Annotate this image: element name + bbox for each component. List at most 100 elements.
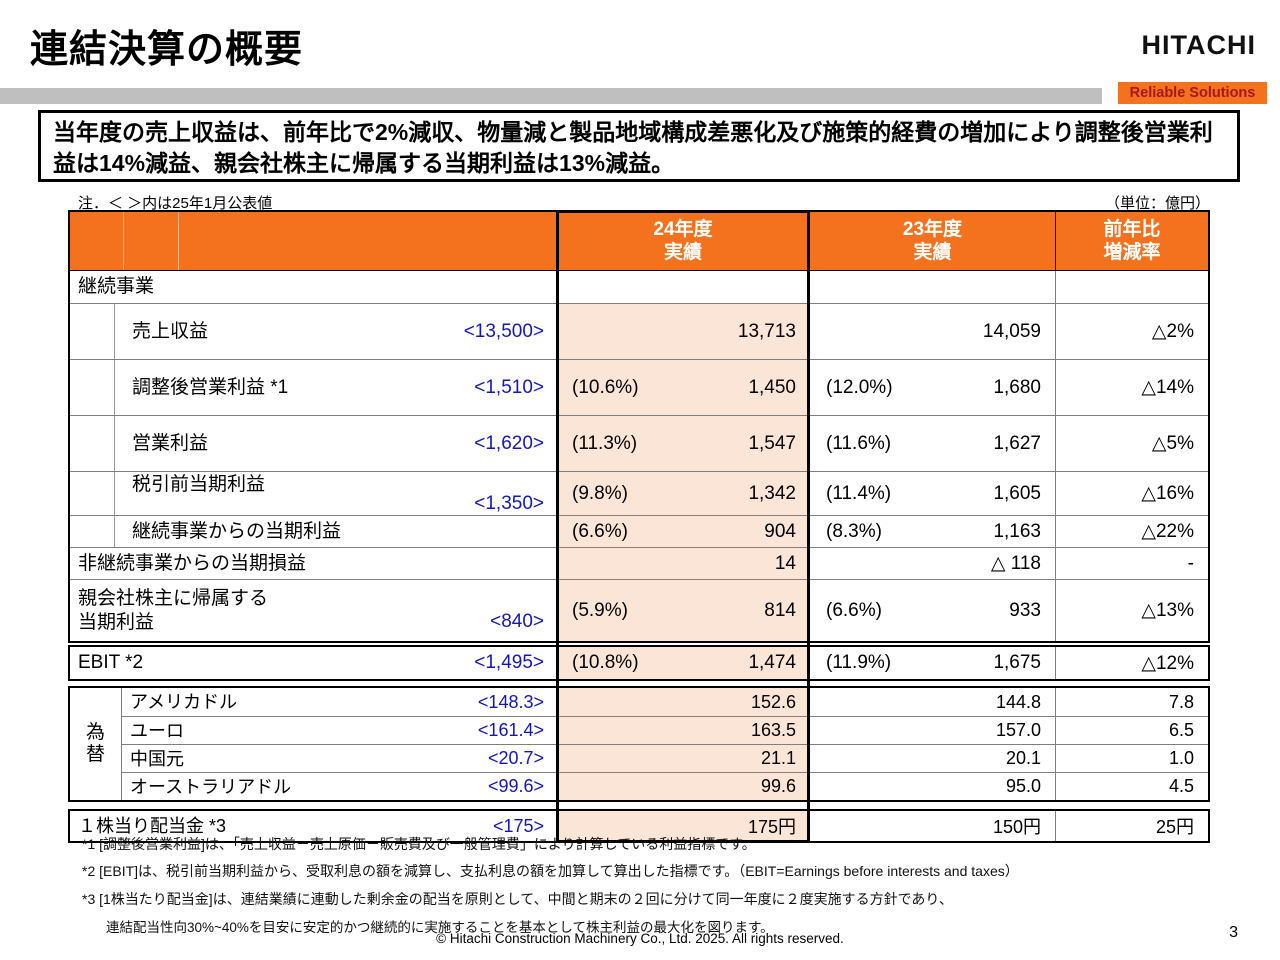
row-label: １株当り配当金 *3 <175> bbox=[70, 811, 556, 841]
yoy-cell: - bbox=[1055, 547, 1208, 579]
table-row: 調整後営業利益 *1 <1,510> (10.6%) 1,450 (12.0%) 1,… bbox=[70, 359, 1208, 415]
forecast-value: <161.4> bbox=[477, 720, 544, 740]
fy23-cell: 95.0 bbox=[810, 772, 1055, 800]
footnote-3-continued: 連結配当性向30%~40%を目安に安定的かつ継続的に実施することを基本として株主… bbox=[106, 920, 774, 935]
row-label-text: EBIT *2 bbox=[78, 652, 144, 673]
row-label: 調整後営業利益 *1 <1,510> bbox=[70, 359, 556, 415]
fy24-percent: (10.8%) bbox=[572, 652, 639, 673]
fy23-cell: (8.3%) 1,163 bbox=[810, 515, 1055, 547]
yoy-value: △14% bbox=[1141, 377, 1194, 398]
row-label: 非継続事業からの当期損益 bbox=[70, 547, 556, 579]
row-label-text: アメリカドル bbox=[130, 692, 238, 712]
fy24-value: 13,713 bbox=[737, 320, 796, 342]
fy23-percent: (11.9%) bbox=[826, 652, 892, 673]
yoy-value: 6.5 bbox=[1168, 720, 1194, 740]
fy23-value: 933 bbox=[1009, 599, 1041, 621]
yoy-cell: 7.8 bbox=[1055, 688, 1208, 716]
table-row: 非継続事業からの当期損益 14 △ 118 - bbox=[70, 547, 1208, 579]
row-label-text: 継続事業からの当期利益 bbox=[132, 520, 342, 542]
fy24-cell: 163.5 bbox=[556, 716, 810, 744]
table-row: 売上収益 <13,500> 13,713 14,059 △2% bbox=[70, 303, 1208, 359]
yoy-value: △13% bbox=[1141, 600, 1194, 621]
title-underline-bar bbox=[0, 88, 1102, 104]
forecast-value: <1,495> bbox=[474, 652, 544, 673]
table-row: アメリカドル <148.3> 152.6 144.8 7.8 bbox=[122, 688, 1208, 716]
yoy-value: - bbox=[1187, 552, 1194, 574]
yoy-cell: △5% bbox=[1055, 415, 1208, 471]
ebit-block: EBIT *2 <1,495> (10.8%) 1,474 (11.9%) 1,675… bbox=[68, 645, 1210, 681]
fy24-value: 14 bbox=[774, 552, 796, 574]
forecast-value: <148.3> bbox=[477, 691, 544, 712]
page-title: 連結決算の概要 bbox=[30, 29, 304, 71]
yoy-cell: 6.5 bbox=[1055, 716, 1208, 744]
fy24-value: 175円 bbox=[747, 817, 796, 837]
fy24-value: 814 bbox=[764, 599, 796, 621]
yoy-cell: △16% bbox=[1055, 471, 1208, 515]
fy23-value: 1,163 bbox=[993, 520, 1041, 542]
fy23-cell: 14,059 bbox=[810, 303, 1055, 359]
row-label: 営業利益 <1,620> bbox=[70, 415, 556, 471]
yoy-value: 7.8 bbox=[1168, 691, 1194, 712]
hitachi-logo: HITACHI bbox=[1141, 30, 1256, 60]
forecast-value: <1,510> bbox=[474, 376, 544, 398]
table-row: 親会社株主に帰属する 当期利益 <840> (5.9%) 814 (6.6%) 933… bbox=[70, 579, 1208, 641]
footnote-1: *1 [調整後営業利益]は、「売上収益－売上原価－販売費及び一般管理費」により計… bbox=[82, 836, 756, 852]
row-label: ユーロ <161.4> bbox=[122, 716, 556, 744]
fy24-value: 163.5 bbox=[750, 720, 796, 740]
row-label-text: 調整後営業利益 *1 bbox=[132, 376, 289, 398]
fy24-value: 99.6 bbox=[760, 776, 796, 796]
fy23-percent: (8.3%) bbox=[826, 520, 882, 542]
fy23-cell: (12.0%) 1,680 bbox=[810, 359, 1055, 415]
fy24-value: 21.1 bbox=[760, 748, 796, 768]
footnote-2: *2 [EBIT]は、税引前当期利益から、受取利息の額を減算し、支払利息の額を加… bbox=[82, 863, 1019, 879]
fx-group-label: 為 替 bbox=[70, 688, 122, 800]
forecast-value: <175> bbox=[492, 815, 544, 836]
fy24-cell: 175円 bbox=[556, 811, 810, 841]
fy23-cell: (11.4%) 1,605 bbox=[810, 471, 1055, 515]
fy23-cell: 20.1 bbox=[810, 744, 1055, 772]
forecast-value: <13,500> bbox=[463, 320, 544, 342]
table-row: １株当り配当金 *3 <175> 175円 150円 25円 bbox=[70, 811, 1208, 841]
yoy-cell: △22% bbox=[1055, 515, 1208, 547]
row-label-text: 税引前当期利益 bbox=[132, 473, 266, 495]
row-label: 親会社株主に帰属する 当期利益 <840> bbox=[70, 579, 556, 641]
fy24-value: 1,474 bbox=[748, 652, 796, 673]
fy23-value: 95.0 bbox=[1005, 776, 1041, 796]
fy23-cell: (11.9%) 1,675 bbox=[810, 647, 1055, 679]
row-label-text: ユーロ bbox=[130, 720, 184, 741]
forecast-value: <99.6> bbox=[487, 776, 544, 796]
fy24-cell: (5.9%) 814 bbox=[556, 579, 810, 641]
row-label: 税引前当期利益 <1,350> bbox=[70, 471, 556, 515]
fy23-cell: 144.8 bbox=[810, 688, 1055, 716]
fy23-value: 157.0 bbox=[995, 720, 1041, 740]
fy24-cell: (9.8%) 1,342 bbox=[556, 471, 810, 515]
row-label-text: 非継続事業からの当期損益 bbox=[78, 552, 307, 574]
footnote-3: *3 [1株当たり配当金]は、連結業績に連動した剰余金の配当を原則として、中間と… bbox=[82, 891, 953, 907]
table-row: 継続事業 bbox=[70, 271, 1208, 303]
fy23-percent: (6.6%) bbox=[826, 599, 882, 621]
fy23-value: 14,059 bbox=[982, 320, 1041, 342]
header-divider bbox=[123, 212, 124, 270]
yoy-cell: △2% bbox=[1055, 303, 1208, 359]
reliable-solutions-badge: Reliable Solutions bbox=[1118, 82, 1267, 104]
fy24-cell: 21.1 bbox=[556, 744, 810, 772]
row-label-text: １株当り配当金 *3 bbox=[78, 816, 227, 836]
fy23-percent: (12.0%) bbox=[826, 376, 893, 398]
row-label: オーストラリアドル <99.6> bbox=[122, 772, 556, 800]
main-table-block: 24年度 実績 23年度 実績 前年比 増減率 継続事業 売上収益 <13,500… bbox=[68, 210, 1210, 643]
row-label-text: 売上収益 bbox=[132, 320, 209, 342]
financial-results-table: 24年度 実績 23年度 実績 前年比 増減率 継続事業 売上収益 <13,500… bbox=[68, 210, 1210, 843]
yoy-cell bbox=[1055, 271, 1208, 303]
row-label: EBIT *2 <1,495> bbox=[70, 647, 556, 679]
yoy-cell: 25円 bbox=[1055, 811, 1208, 841]
fy23-value: 1,680 bbox=[993, 376, 1041, 398]
fy23-cell: 157.0 bbox=[810, 716, 1055, 744]
page-number: 3 bbox=[1229, 924, 1238, 941]
row-label-text: 親会社株主に帰属する 当期利益 bbox=[78, 587, 269, 633]
fy24-value: 1,342 bbox=[748, 482, 796, 504]
fy23-percent: (11.6%) bbox=[826, 432, 892, 454]
fx-block: 為 替 アメリカドル <148.3> 152.6 144.8 7.8 ユーロ <16… bbox=[68, 686, 1210, 802]
fy24-cell: (11.3%) 1,547 bbox=[556, 415, 810, 471]
table-row: オーストラリアドル <99.6> 99.6 95.0 4.5 bbox=[122, 772, 1208, 800]
forecast-value: <840> bbox=[490, 611, 544, 632]
